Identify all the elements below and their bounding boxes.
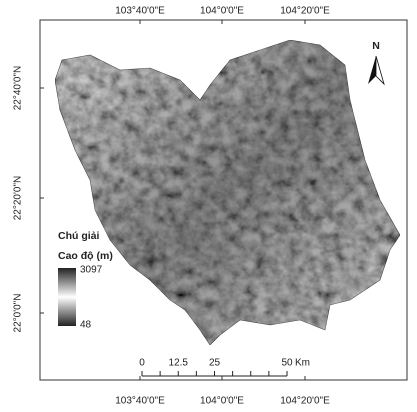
bottom-coord-label: 104°0'0"E xyxy=(200,396,244,407)
legend-subtitle: Cao độ (m) xyxy=(58,250,113,262)
scale-label: 12.5 xyxy=(169,358,189,369)
scale-label: 0 xyxy=(139,358,145,369)
legend-max: 3097 xyxy=(80,265,103,276)
left-coord-label: 22°0'0"N xyxy=(13,294,24,333)
legend-ramp xyxy=(58,268,76,326)
left-coord-label: 22°40'0"N xyxy=(13,66,24,111)
bottom-coord-label: 104°20'0"E xyxy=(280,396,330,407)
top-coord-label: 103°40'0"E xyxy=(115,6,165,17)
scale-label: 25 xyxy=(209,358,221,369)
scale-unit: Km xyxy=(295,358,310,369)
top-coord-label: 104°0'0"E xyxy=(200,6,244,17)
legend-min: 48 xyxy=(80,320,92,331)
top-coord-label: 104°20'0"E xyxy=(280,6,330,17)
scale-label: 50 xyxy=(281,358,293,369)
bottom-coord-label: 103°40'0"E xyxy=(115,396,165,407)
left-coord-label: 22°20'0"N xyxy=(13,176,24,221)
map: N Chú giải Cao độ (m) 3097 48 0 12.5 25 50K… xyxy=(0,0,417,412)
legend-title: Chú giải xyxy=(58,230,99,242)
north-label: N xyxy=(372,40,380,52)
